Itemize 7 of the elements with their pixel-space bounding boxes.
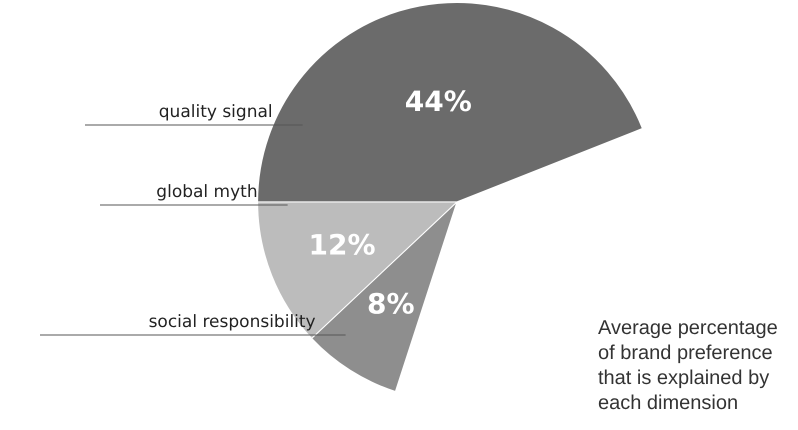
data-label: 44% xyxy=(404,85,472,118)
slice-label: global myth xyxy=(156,182,258,202)
data-label: 12% xyxy=(308,228,376,262)
text: Average percentage of brand preference that is explained by each dimension xyxy=(598,316,779,416)
slice-label: social responsibility xyxy=(148,312,316,332)
data-label: 8% xyxy=(366,288,415,321)
slice-label: quality signal xyxy=(158,102,273,122)
